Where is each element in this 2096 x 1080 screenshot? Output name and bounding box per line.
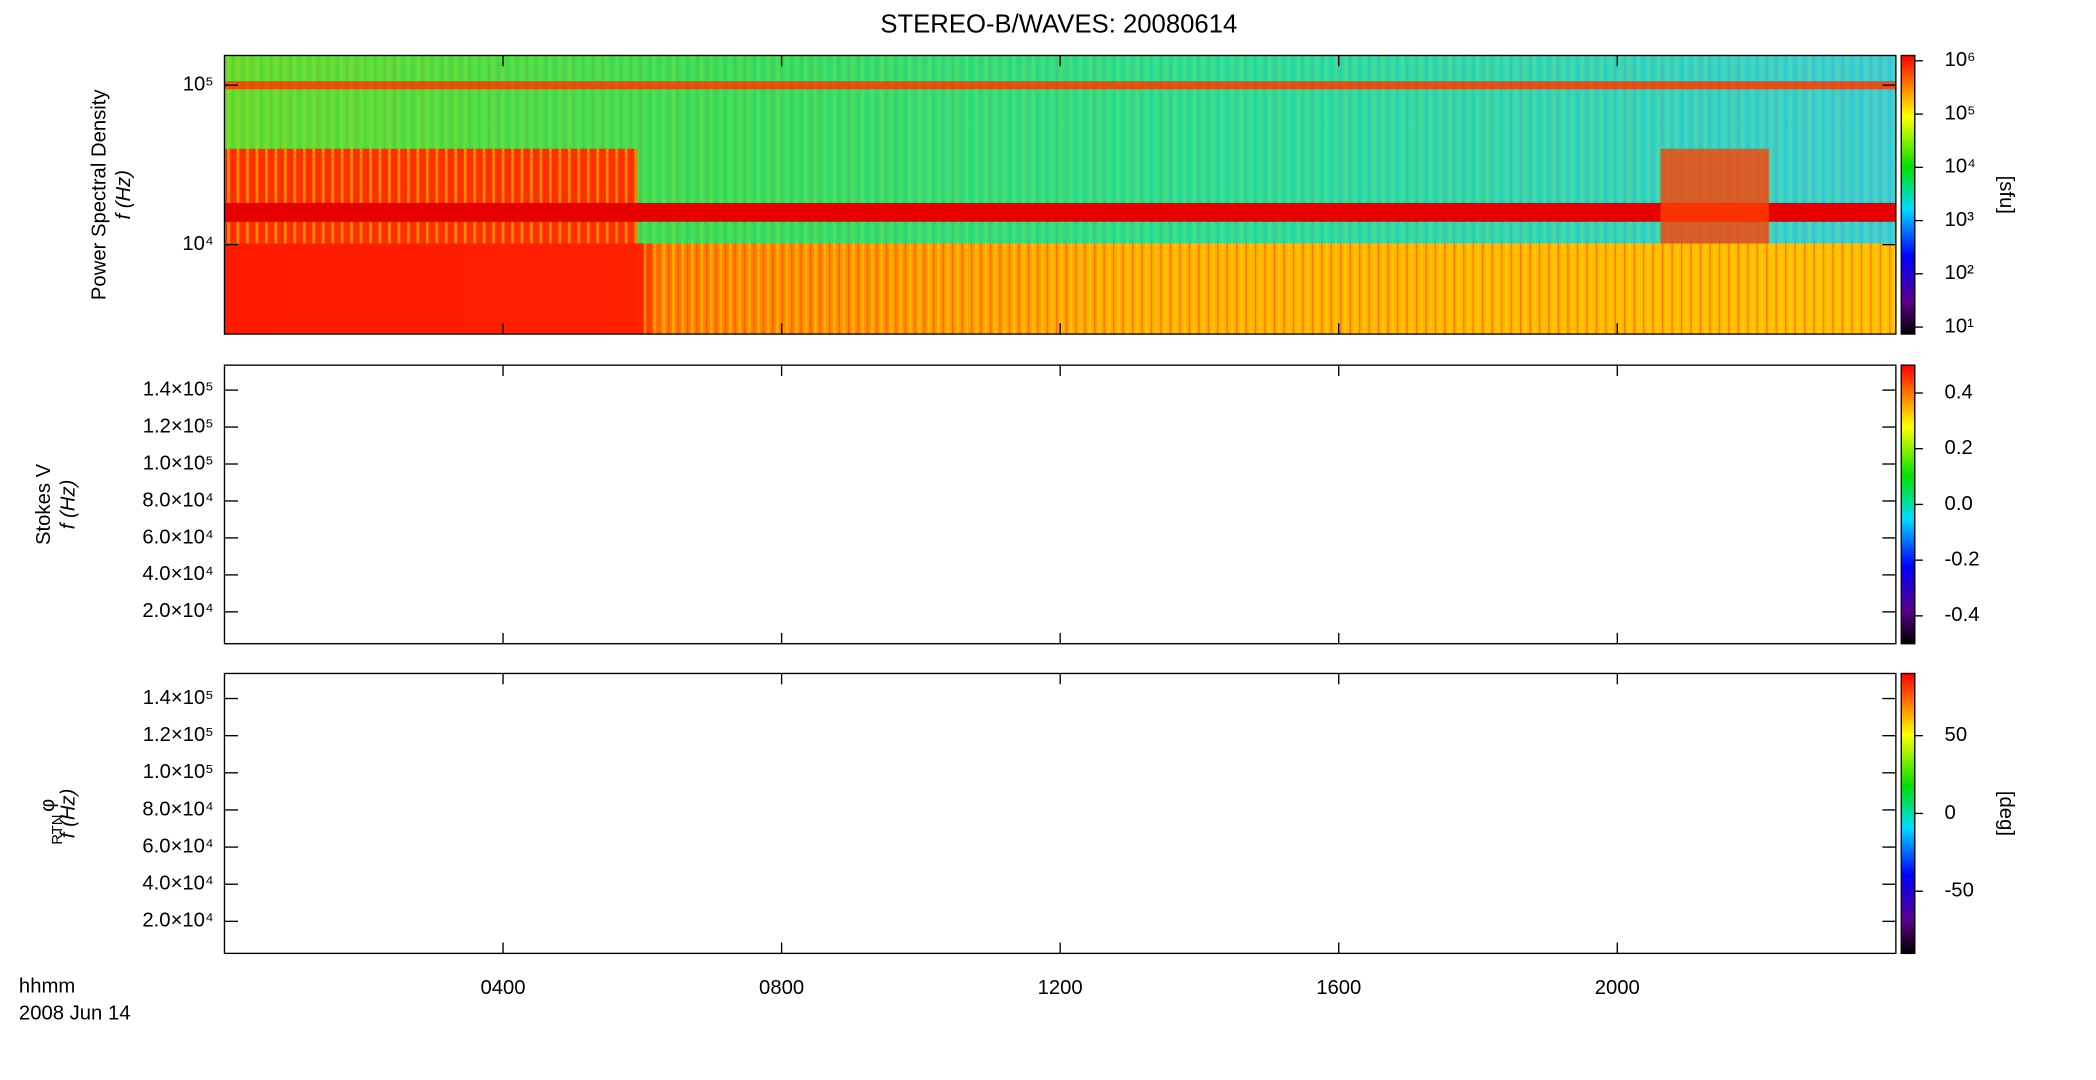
y-tick-label: 2.0×10⁴ <box>142 910 213 932</box>
y-axis-label: Stokes V <box>33 463 55 545</box>
y-tick-label: 1.4×10⁵ <box>143 378 214 400</box>
y-axis-unit: f (Hz) <box>113 170 135 220</box>
y-tick-label: 10⁴ <box>182 233 213 255</box>
date-label: 2008 Jun 14 <box>19 1003 131 1025</box>
x-tick-label: 0800 <box>759 977 804 999</box>
colorbar-tick-label: 10² <box>1945 262 1975 284</box>
y-tick-label: 1.2×10⁵ <box>143 724 214 746</box>
colorbar-tick-label: 10⁵ <box>1945 102 1976 124</box>
colorbar-tick-label: 10⁴ <box>1945 156 1976 178</box>
y-axis-label: Power Spectral Density <box>88 89 110 300</box>
y-tick-label: 1.2×10⁵ <box>143 415 214 437</box>
colorbar <box>1900 672 1916 955</box>
x-axis-label: hhmm <box>19 976 75 998</box>
colorbar-tick-label: 10³ <box>1945 209 1975 231</box>
colorbar-tick-label: 0.0 <box>1945 493 1973 515</box>
y-axis-unit: f (Hz) <box>57 789 79 839</box>
y-tick-label: 4.0×10⁴ <box>142 563 213 585</box>
chart-title: STEREO-B/WAVES: 20080614 <box>880 11 1237 39</box>
y-tick-label: 2.0×10⁴ <box>142 600 213 622</box>
colorbar-tick-label: -50 <box>1945 880 1974 902</box>
y-tick-label: 8.0×10⁴ <box>142 489 213 511</box>
x-tick-label: 1200 <box>1038 977 1083 999</box>
y-axis-unit: f (Hz) <box>57 480 79 530</box>
colorbar <box>1900 54 1916 335</box>
y-tick-label: 1.0×10⁵ <box>143 761 214 783</box>
colorbar-tick-label: 10¹ <box>1945 315 1975 337</box>
y-tick-label: 1.4×10⁵ <box>143 687 214 709</box>
colorbar-tick-label: 0.4 <box>1945 381 1973 403</box>
colorbar-tick-label: -0.2 <box>1945 549 1980 571</box>
y-tick-label: 4.0×10⁴ <box>142 873 213 895</box>
x-tick-label: 0400 <box>480 977 525 999</box>
y-axis-label-sub: RTN <box>50 815 66 845</box>
y-tick-label: 10⁵ <box>183 74 214 96</box>
x-tick-label: 2000 <box>1595 977 1640 999</box>
spectrogram-image <box>224 55 1896 335</box>
y-tick-label: 8.0×10⁴ <box>142 798 213 820</box>
y-axis-label: φ <box>37 799 59 812</box>
colorbar-tick-label: -0.4 <box>1945 604 1980 626</box>
y-tick-label: 6.0×10⁴ <box>142 835 213 857</box>
colorbar <box>1900 364 1916 645</box>
colorbar-label: [sfu] <box>1995 176 2017 214</box>
colorbar-tick-label: 0.2 <box>1945 437 1973 459</box>
plot-frame <box>223 672 1897 955</box>
colorbar-tick-label: 10⁶ <box>1945 49 1976 71</box>
y-tick-label: 1.0×10⁵ <box>143 452 214 474</box>
y-tick-label: 6.0×10⁴ <box>142 526 213 548</box>
colorbar-tick-label: 50 <box>1945 724 1968 746</box>
colorbar-tick-label: 0 <box>1945 802 1956 824</box>
plot-frame <box>223 364 1897 645</box>
x-tick-label: 1600 <box>1316 977 1361 999</box>
colorbar-label: [deg] <box>1995 791 2017 836</box>
